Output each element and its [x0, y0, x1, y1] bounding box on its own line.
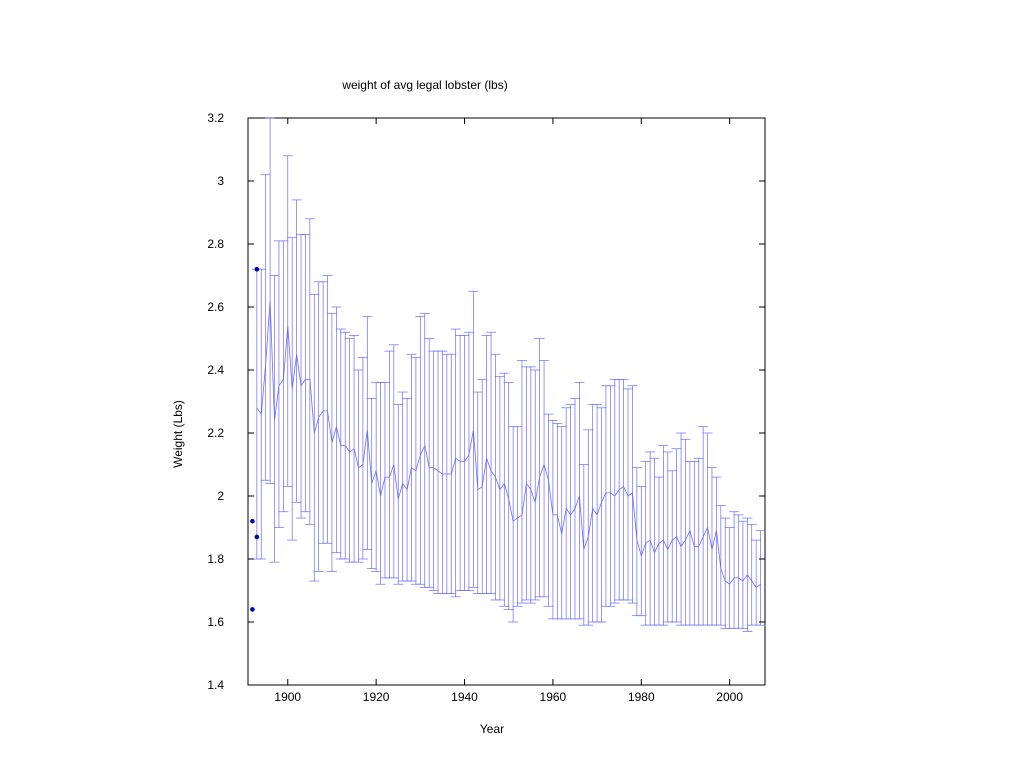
error-bars	[251, 117, 766, 632]
y-tick-label: 3	[217, 174, 224, 188]
data-point	[254, 534, 260, 540]
y-tick-label: 2.8	[207, 237, 224, 251]
x-tick-label: 1940	[451, 690, 478, 704]
y-tick-label: 1.6	[207, 615, 224, 629]
data-point	[250, 518, 255, 524]
x-tick-label: 1900	[274, 690, 301, 704]
y-tick-label: 2	[217, 489, 224, 503]
x-tick-label: 2000	[716, 690, 743, 704]
series-layer	[250, 117, 766, 632]
plot-frame	[247, 117, 766, 686]
y-tick-label: 1.4	[207, 678, 224, 692]
x-axis-label: Year	[480, 722, 504, 736]
chart-title: weight of avg legal lobster (lbs)	[341, 78, 507, 92]
y-tick-label: 2.2	[207, 426, 224, 440]
data-point	[254, 266, 260, 272]
x-tick-label: 1920	[363, 690, 390, 704]
x-tick-label: 1960	[540, 690, 567, 704]
data-point	[250, 607, 255, 612]
y-tick-label: 3.2	[207, 111, 224, 125]
y-tick-label: 2.6	[207, 300, 224, 314]
y-tick-label: 1.8	[207, 552, 224, 566]
y-tick-label: 2.4	[207, 363, 224, 377]
x-tick-label: 1980	[628, 690, 655, 704]
ticks-layer: 1.4 1.6 1.8 2 2.2 2.4 2.6 2.8 3 3.2 1900 1920 1940 19…	[207, 111, 765, 704]
y-axis-label: Weight (Lbs)	[171, 400, 185, 468]
series-line	[256, 300, 761, 588]
